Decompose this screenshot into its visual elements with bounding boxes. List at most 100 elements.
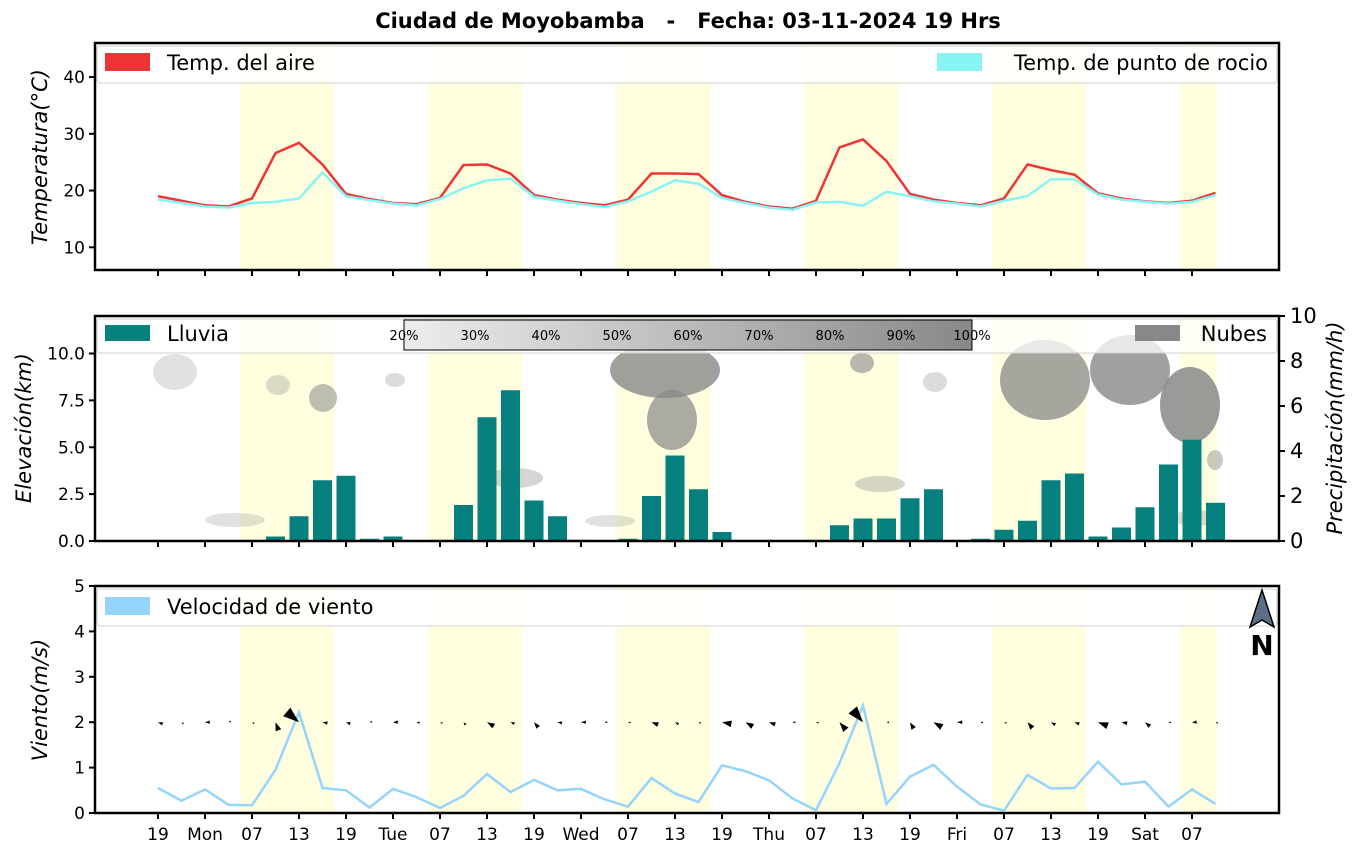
wind-arrow (910, 722, 916, 730)
y-tick-label: 4 (1290, 439, 1303, 463)
y-tick-label: 6 (1290, 394, 1303, 418)
wind-arrow (957, 720, 963, 725)
cloud-contour (855, 476, 905, 492)
rain-bar (1182, 439, 1202, 541)
wind-arrow (792, 721, 796, 724)
x-tick-label: 19 (523, 825, 545, 845)
y-tick-label: 5 (74, 577, 85, 597)
wind-arrow (722, 720, 732, 728)
wind-y-ticks: 0 1 2 3 4 5 (74, 577, 95, 824)
wind-arrow (557, 721, 563, 725)
wind-arrow (980, 721, 984, 724)
x-tick-label: 13 (664, 825, 686, 845)
wind-arrow (1074, 722, 1080, 726)
air-temperature-line (157, 138, 1216, 210)
elevation-y-ticks: 0.0 2.5 5.0 7.5 10.0 (47, 345, 95, 552)
rain-bar (877, 518, 896, 541)
rain-bar (1112, 527, 1131, 541)
rain-bar (524, 500, 544, 541)
wind-arrow (769, 722, 776, 727)
wind-arrow (933, 722, 944, 730)
temperature-y-axis-label: Temperatura(°C) (28, 69, 52, 245)
y-tick-label: 2.5 (58, 485, 85, 505)
x-tick-label: 07 (1181, 825, 1203, 845)
wind-arrow (181, 722, 184, 725)
wind-plot-frame (93, 584, 1281, 815)
dew-point-legend-swatch (937, 53, 982, 71)
cloud-contour (1000, 340, 1090, 420)
rain-bar (712, 532, 732, 541)
wind-arrow (416, 721, 420, 724)
wind-panel: 0 1 2 3 4 5 19 Mon 07 13 19 Tue 07 13 19 Wed 07 13 19 Thu 0… (28, 577, 1281, 845)
wind-arrow (745, 722, 755, 729)
temperature-panel: 10 20 30 40 Temp. del aire Temp. de punto d… (28, 41, 1281, 276)
x-tick-label: 13 (852, 825, 874, 845)
wind-arrow (839, 722, 849, 733)
wind-arrow (1027, 722, 1035, 730)
rain-bar (642, 496, 661, 541)
y-tick-label: 10.0 (47, 345, 85, 365)
x-tick-label: Sat (1131, 825, 1159, 845)
rain-bar (1159, 464, 1178, 541)
cloud-scale-label: 40% (532, 329, 561, 344)
cloud-scale-label: 90% (887, 329, 916, 344)
rain-legend-swatch (105, 325, 150, 341)
cloud-contour (385, 373, 405, 387)
wind-arrow (1098, 722, 1109, 730)
wind-arrow (275, 722, 282, 732)
rain-bar (830, 525, 849, 541)
wind-arrow (158, 722, 164, 726)
cloud-scale-label: 20% (390, 329, 419, 344)
wind-arrow (675, 722, 680, 726)
wind-arrow (534, 722, 540, 729)
y-tick-label: 2 (1290, 484, 1303, 508)
y-tick-label: 5.0 (58, 438, 85, 458)
wind-y-axis-label: Viento(m/s) (28, 639, 52, 761)
cloud-percentage-scale: 20% 30% 40% 50% 60% 70% 80% 90% 100% (390, 319, 991, 351)
cloud-contour (610, 342, 720, 398)
wind-arrow (1168, 721, 1172, 724)
rain-bar (853, 518, 873, 541)
y-tick-label: 7.5 (58, 391, 85, 411)
x-tick-label: 19 (147, 825, 169, 845)
wind-arrow (698, 722, 702, 724)
rain-bar (900, 498, 920, 541)
cloud-scale-label: 70% (745, 329, 774, 344)
x-tick-label: Thu (752, 825, 785, 845)
wind-arrow (581, 720, 586, 724)
x-tick-label: 07 (241, 825, 263, 845)
precipitation-panel: 0.0 2.5 5.0 7.5 10.0 0 2 4 6 8 10 Lluvia Nubes 20… (12, 304, 1347, 553)
y-tick-label: 10 (1290, 304, 1317, 328)
rain-bar (336, 475, 356, 541)
temperature-x-tick-marks (157, 270, 1193, 276)
x-tick-label: 19 (899, 825, 921, 845)
x-tick-label: 13 (476, 825, 498, 845)
daylight-band (804, 317, 899, 540)
cloud-contour (266, 375, 290, 395)
wind-arrow (1215, 722, 1219, 724)
y-tick-label: 0 (74, 804, 85, 824)
wind-arrow (393, 720, 398, 724)
rain-bar (689, 489, 708, 541)
cloud-contour (153, 354, 197, 390)
rain-bars (266, 390, 1225, 541)
cloud-scale-bar (403, 319, 973, 351)
wind-arrow (848, 706, 863, 723)
y-tick-label: 2 (74, 713, 85, 733)
wind-arrow (816, 721, 819, 724)
x-tick-label: 13 (1040, 825, 1062, 845)
x-tick-label: 19 (711, 825, 733, 845)
y-tick-label: 40 (63, 68, 85, 88)
rain-bar (924, 489, 943, 541)
rain-legend-label: Lluvia (167, 322, 229, 346)
x-tick-label: 07 (429, 825, 451, 845)
rain-bar (501, 390, 520, 541)
temperature-plot-frame (93, 41, 1281, 272)
y-tick-label: 0 (1290, 529, 1303, 553)
x-tick-label: 07 (805, 825, 827, 845)
precipitation-y-ticks: 0 2 4 6 8 10 (1279, 304, 1317, 553)
wind-x-ticks: 19 Mon 07 13 19 Tue 07 13 19 Wed 07 13 19 Thu 07 13 19 Fr… (147, 813, 1203, 845)
elevation-y-axis-label: Elevación(km) (12, 353, 36, 503)
wind-arrow (886, 721, 889, 724)
x-tick-label: 19 (335, 825, 357, 845)
